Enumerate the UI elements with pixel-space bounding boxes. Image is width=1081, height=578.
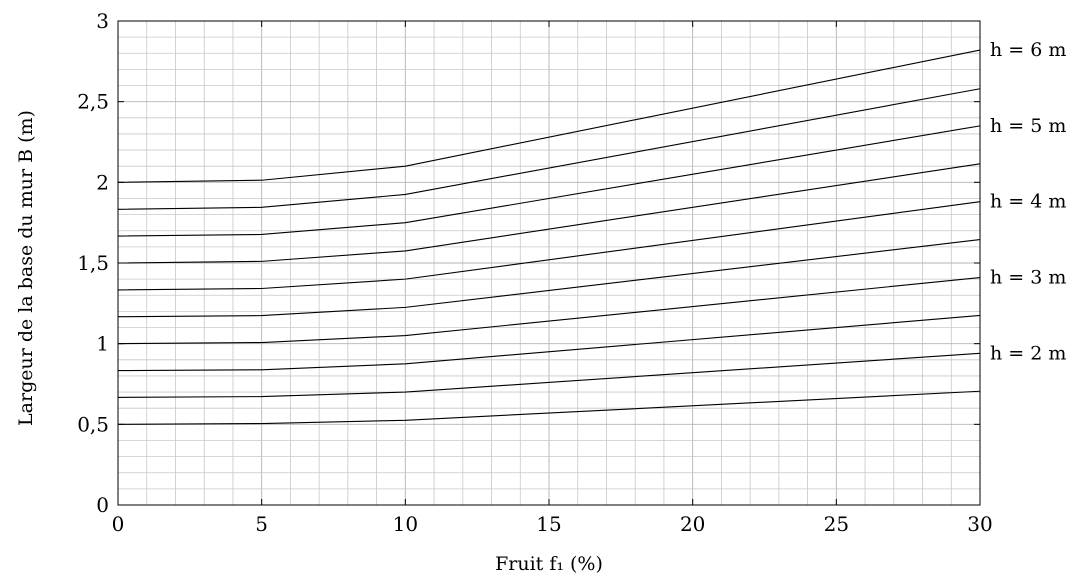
x-tick-label: 20: [680, 512, 705, 536]
x-tick-labels: 0 5 10 15 20 25 30: [112, 512, 993, 536]
y-tick-label: 2: [96, 170, 109, 194]
curve-annotation: h = 4 m: [990, 191, 1066, 213]
curve-annotation: h = 6 m: [990, 39, 1066, 61]
x-tick-label: 15: [536, 512, 561, 536]
y-tick-labels: 0 0,5 1 1,5 2 2,5 3: [77, 9, 109, 517]
y-tick-label: 3: [96, 9, 109, 33]
x-tick-label: 0: [112, 512, 125, 536]
series-line-9: [117, 88, 981, 210]
series-line-4: [117, 276, 981, 345]
y-tick-label: 1: [96, 332, 109, 356]
y-tick-label: 0: [96, 493, 109, 517]
y-tick-label: 0,5: [77, 412, 109, 436]
series-line-10: [117, 49, 981, 183]
series-line-8: [117, 125, 981, 237]
x-tick-label: 25: [824, 512, 849, 536]
series-line-7: [117, 163, 981, 264]
series-line-5: [117, 239, 981, 318]
series-line-6: [117, 201, 981, 291]
y-tick-label: 1,5: [77, 251, 109, 275]
curve-annotation: h = 5 m: [990, 115, 1066, 137]
x-tick-label: 10: [393, 512, 418, 536]
grid: [117, 20, 981, 506]
series-line-1: [117, 390, 981, 425]
curve-annotations: h = 6 m h = 5 m h = 4 m h = 3 m h = 2 m: [990, 39, 1066, 364]
curve-annotation: h = 3 m: [990, 267, 1066, 289]
x-axis-label: Fruit f₁ (%): [495, 553, 603, 575]
series-group: [117, 49, 981, 425]
curve-annotation: h = 2 m: [990, 342, 1066, 364]
x-tick-label: 30: [967, 512, 992, 536]
y-tick-label: 2,5: [77, 90, 109, 114]
series-line-3: [117, 314, 981, 372]
axis-ticks: [117, 20, 981, 506]
x-tick-label: 5: [255, 512, 268, 536]
y-axis-label: Largeur de la base du mur B (m): [15, 110, 37, 426]
series-line-2: [117, 352, 981, 398]
